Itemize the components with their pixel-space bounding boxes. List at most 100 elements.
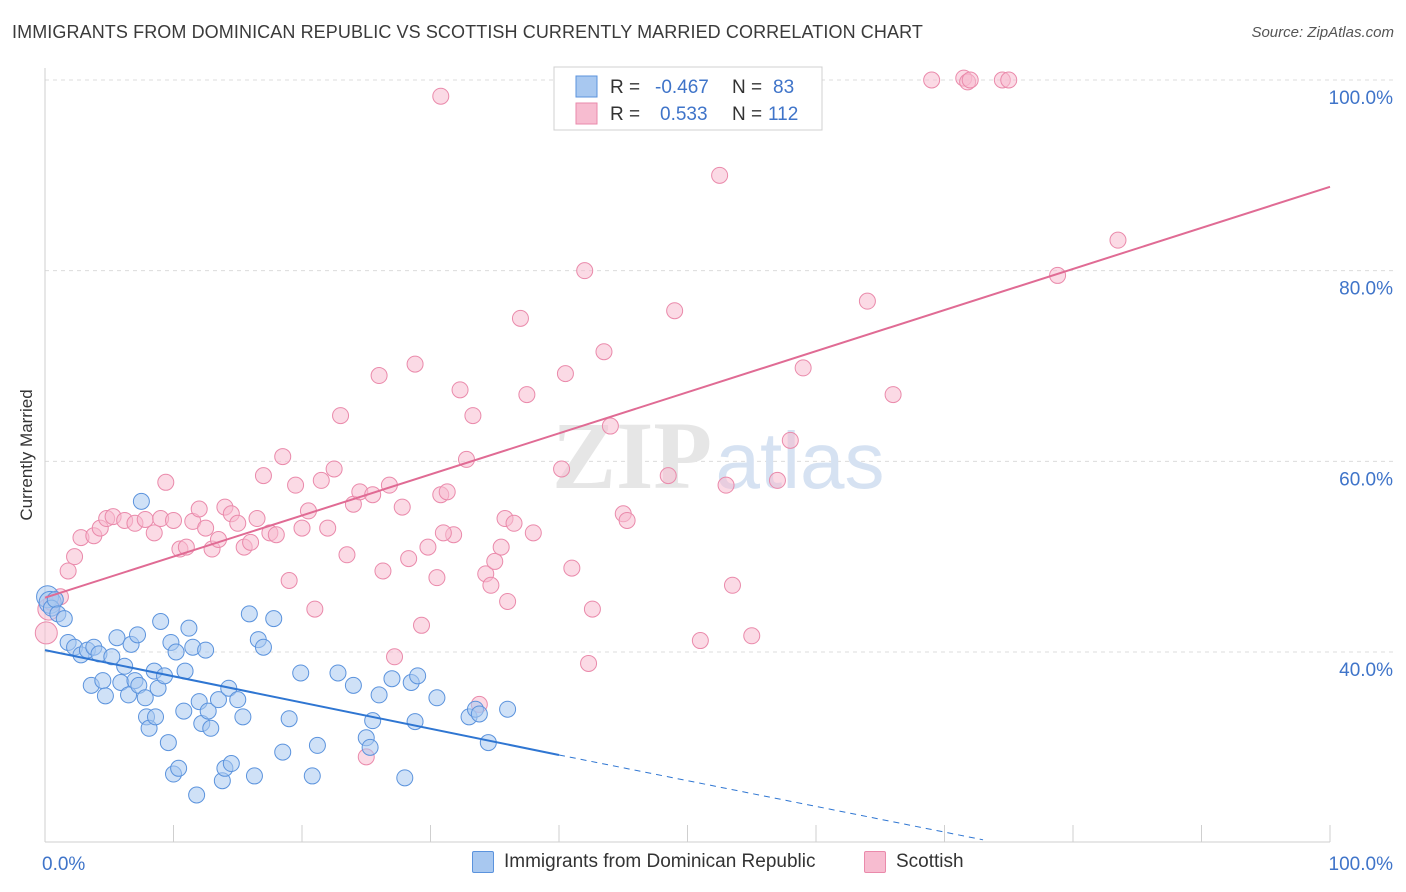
scottish-point: [386, 648, 404, 666]
dominican-trend-line: [44, 649, 560, 756]
scottish-trend-line: [44, 185, 1331, 599]
scottish-point: [428, 569, 446, 587]
dominican-point: [152, 612, 170, 630]
legend-n-label-1: N =: [732, 77, 762, 98]
dominican-point: [361, 738, 379, 756]
scottish-point: [400, 550, 418, 568]
dominican-point: [280, 710, 298, 728]
dominican-point: [188, 786, 206, 804]
scottish-point: [197, 519, 215, 537]
scottish-point: [438, 483, 456, 501]
y-tick-label: 80.0%: [1339, 279, 1393, 300]
bottom-legend: Immigrants from Dominican Republic Scott…: [0, 851, 1406, 879]
scottish-point: [768, 471, 786, 489]
legend-swatch-pink: [575, 102, 598, 125]
scottish-point: [583, 600, 601, 618]
scottish-point: [601, 417, 619, 435]
scottish-point: [923, 71, 941, 89]
dominican-point: [222, 755, 240, 773]
dominican-point: [199, 702, 217, 720]
scottish-point: [884, 386, 902, 404]
dominican-point: [229, 691, 247, 709]
legend-label-dominican: Immigrants from Dominican Republic: [504, 851, 816, 872]
legend-r-label-1: R =: [610, 77, 640, 98]
scottish-point: [595, 343, 613, 361]
scottish-point: [961, 71, 979, 89]
dominican-point: [396, 769, 414, 787]
scottish-point: [59, 562, 77, 580]
scottish-point: [319, 519, 337, 537]
scottish-point: [254, 467, 272, 485]
dominican-point: [274, 743, 292, 761]
scottish-point: [287, 476, 305, 494]
scottish-point: [556, 365, 574, 383]
scottish-point: [743, 627, 761, 645]
y-tick-label: 100.0%: [1329, 88, 1394, 109]
scottish-point: [229, 514, 247, 532]
dominican-point: [470, 705, 488, 723]
legend-swatch-scottish: [864, 851, 886, 873]
scottish-point: [406, 355, 424, 373]
dominican-point: [240, 605, 258, 623]
scottish-point: [486, 552, 504, 570]
legend-n-value-1: 83: [773, 77, 794, 98]
scottish-point: [190, 500, 208, 518]
scottish-point: [370, 367, 388, 385]
scottish-point: [393, 498, 411, 516]
legend-swatch-dominican: [472, 851, 494, 873]
legend-r-value-2: 0.533: [660, 104, 708, 125]
scottish-point: [267, 526, 285, 544]
dominican-point: [303, 767, 321, 785]
x-tick-label: 0.0%: [42, 854, 85, 875]
scottish-point: [781, 431, 799, 449]
scottish-point: [499, 592, 517, 610]
legend-r-label-2: R =: [610, 104, 640, 125]
scottish-point: [492, 538, 510, 556]
scottish-points: [34, 69, 1127, 766]
scottish-point: [666, 302, 684, 320]
scottish-point: [723, 576, 741, 594]
dominican-point: [96, 687, 114, 705]
dominican-points: [36, 492, 517, 804]
dominican-point: [180, 619, 198, 637]
scottish-point: [274, 448, 292, 466]
watermark-zip: ZIP: [552, 402, 712, 509]
scottish-point: [858, 292, 876, 310]
scottish-point: [34, 621, 58, 645]
dominican-point: [147, 708, 165, 726]
scottish-point: [332, 407, 350, 425]
scottish-point: [248, 510, 266, 528]
scottish-point: [419, 538, 437, 556]
scottish-point: [338, 546, 356, 564]
scottish-point: [464, 407, 482, 425]
chart-title: IMMIGRANTS FROM DOMINICAN REPUBLIC VS SC…: [12, 22, 923, 42]
dominican-point: [383, 670, 401, 688]
scottish-point: [306, 600, 324, 618]
legend-swatch-blue: [575, 75, 598, 98]
scottish-point: [794, 359, 812, 377]
scottish-point: [511, 309, 529, 327]
scottish-point: [312, 471, 330, 489]
scottish-point: [711, 166, 729, 184]
scottish-point: [374, 562, 392, 580]
scottish-point: [576, 262, 594, 280]
scottish-point: [413, 616, 431, 634]
dominican-point: [308, 736, 326, 754]
dominican-point: [499, 700, 517, 718]
scottish-point: [524, 524, 542, 542]
dominican-point: [370, 686, 388, 704]
dominican-point: [136, 689, 154, 707]
x-tick-label: 100.0%: [1329, 854, 1394, 875]
dominican-point: [197, 641, 215, 659]
scottish-point: [580, 654, 598, 672]
scottish-point: [618, 511, 636, 529]
scottish-point: [717, 476, 735, 494]
legend-item-dominican: Immigrants from Dominican Republic: [472, 851, 816, 873]
dominican-point: [129, 626, 147, 644]
dominican-point: [254, 638, 272, 656]
dominican-point: [409, 667, 427, 685]
dominican-point: [167, 643, 185, 661]
axes: [44, 68, 1331, 843]
scottish-point: [518, 386, 536, 404]
dominican-point: [132, 492, 150, 510]
